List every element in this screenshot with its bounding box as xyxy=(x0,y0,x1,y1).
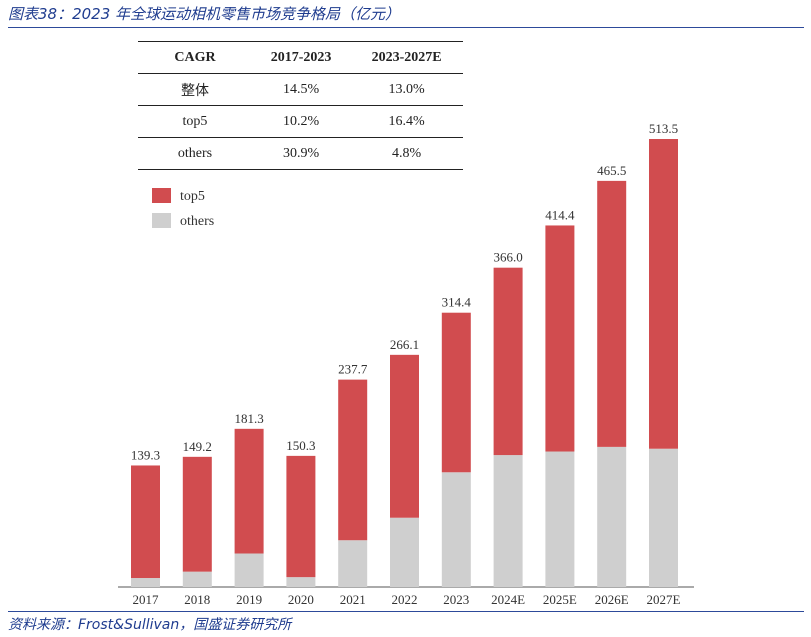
bar-top5 xyxy=(493,267,523,456)
total-label: 150.3 xyxy=(286,438,315,453)
total-label: 266.1 xyxy=(390,337,419,352)
x-tick-label: 2025E xyxy=(543,592,577,607)
x-tick-label: 2023 xyxy=(443,592,469,607)
total-label: 149.2 xyxy=(183,439,212,454)
x-tick-label: 2020 xyxy=(288,592,314,607)
table-row: top5 10.2% 16.4% xyxy=(138,105,463,138)
cagr-row-label: 整体 xyxy=(138,73,252,106)
x-tick-label: 2024E xyxy=(491,592,525,607)
total-label: 181.3 xyxy=(234,411,263,426)
cagr-cell: 16.4% xyxy=(350,105,463,138)
figure-title: 图表38：2023 年全球运动相机零售市场竞争格局（亿元） xyxy=(8,5,401,23)
table-row: others 30.9% 4.8% xyxy=(138,137,463,170)
x-tick-label: 2022 xyxy=(392,592,418,607)
source-rule xyxy=(8,611,804,612)
x-tick-label: 2018 xyxy=(184,592,210,607)
bar-top5 xyxy=(286,455,316,578)
bar-others xyxy=(286,577,316,587)
bar-top5 xyxy=(597,180,627,447)
cagr-header-period1: 2017-2023 xyxy=(252,41,351,74)
bar-top5 xyxy=(234,428,264,554)
total-label: 314.4 xyxy=(442,295,472,310)
bar-others xyxy=(493,455,523,587)
bar-others xyxy=(182,571,212,587)
cagr-cell: 30.9% xyxy=(252,137,351,170)
total-label: 465.5 xyxy=(597,163,626,178)
total-label: 237.7 xyxy=(338,362,368,377)
bar-top5 xyxy=(131,465,160,579)
bar-top5 xyxy=(390,354,419,518)
bar-others xyxy=(338,540,368,587)
bar-others xyxy=(441,472,471,587)
title-rule xyxy=(8,27,804,28)
x-tick-label: 2027E xyxy=(647,592,681,607)
x-tick-label: 2019 xyxy=(236,592,262,607)
bar-others xyxy=(131,578,160,587)
cagr-table: CAGR 2017-2023 2023-2027E 整体 14.5% 13.0%… xyxy=(138,41,463,170)
cagr-row-label: top5 xyxy=(138,105,252,138)
cagr-header-label: CAGR xyxy=(138,41,252,74)
total-label: 513.5 xyxy=(649,121,678,136)
cagr-header-period2: 2023-2027E xyxy=(350,41,463,74)
bar-others xyxy=(597,446,627,587)
cagr-row-label: others xyxy=(138,137,252,170)
cagr-cell: 10.2% xyxy=(252,105,351,138)
x-tick-label: 2026E xyxy=(595,592,629,607)
legend-swatch xyxy=(152,213,171,228)
bar-top5 xyxy=(649,139,678,449)
bar-others xyxy=(390,517,419,587)
figure-source: 资料来源：Frost&Sullivan，国盛证券研究所 xyxy=(8,617,292,633)
bar-top5 xyxy=(338,379,368,541)
bar-others xyxy=(234,553,264,587)
bar-top5 xyxy=(441,312,471,473)
total-label: 414.4 xyxy=(545,207,575,222)
legend-swatch xyxy=(152,188,171,203)
x-tick-label: 2017 xyxy=(133,592,160,607)
total-label: 139.3 xyxy=(131,447,160,462)
legend-label: others xyxy=(180,214,214,229)
bar-others xyxy=(649,448,678,587)
cagr-cell: 4.8% xyxy=(350,137,463,170)
table-row: 整体 14.5% 13.0% xyxy=(138,73,463,106)
bar-others xyxy=(545,451,575,587)
x-tick-label: 2021 xyxy=(340,592,366,607)
bar-top5 xyxy=(182,456,212,572)
cagr-cell: 14.5% xyxy=(252,73,351,106)
cagr-header-row: CAGR 2017-2023 2023-2027E xyxy=(138,41,463,74)
legend-label: top5 xyxy=(180,189,205,204)
bar-top5 xyxy=(545,225,575,452)
total-label: 366.0 xyxy=(493,250,522,265)
cagr-cell: 13.0% xyxy=(350,73,463,106)
